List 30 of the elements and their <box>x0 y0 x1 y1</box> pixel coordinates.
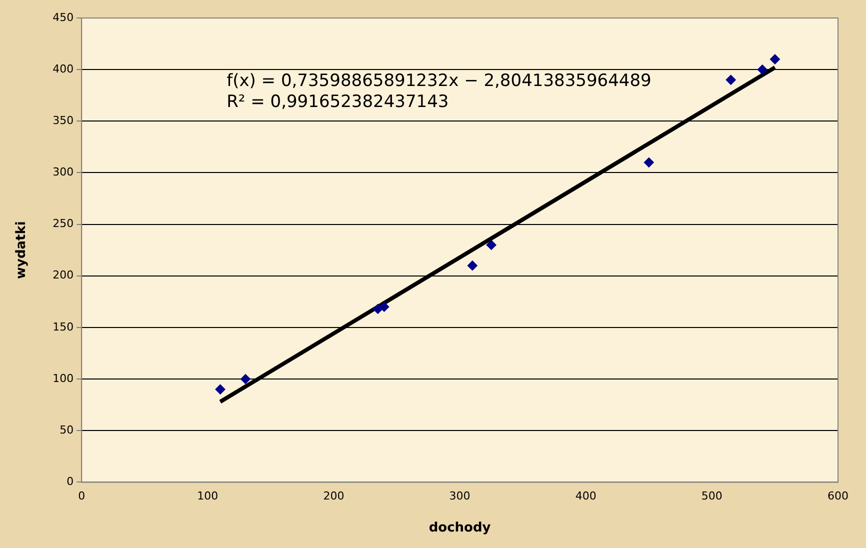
y-tick-label: 100 <box>52 372 74 385</box>
y-tick-label: 300 <box>52 166 74 179</box>
point <box>770 54 780 64</box>
x-axis-title: dochody <box>428 520 492 536</box>
point <box>486 240 496 250</box>
x-tick-label: 300 <box>449 490 470 503</box>
point <box>757 64 768 75</box>
point <box>467 260 478 271</box>
annotation: R² = 0,991652382437143 <box>226 92 449 112</box>
point <box>726 74 736 85</box>
y-tick-label: 0 <box>66 475 74 488</box>
x-tick-label: 400 <box>575 490 596 503</box>
x-tick-label: 600 <box>828 490 848 503</box>
y-tick-label: 200 <box>52 268 74 282</box>
x-tick-label: 0 <box>78 490 86 503</box>
x-tick-label: 500 <box>701 490 722 503</box>
y-tick-label: 250 <box>52 217 74 230</box>
point <box>215 384 226 394</box>
y-tick-label: 50 <box>60 423 74 436</box>
point <box>240 374 250 384</box>
point <box>644 157 654 168</box>
point <box>379 302 390 312</box>
x-tick-label: 100 <box>197 490 218 503</box>
y-axis-title: wydatki <box>14 221 30 280</box>
y-tick-label: 400 <box>52 62 74 76</box>
annotation: f(x) = 0,73598865891232x − 2,80413835964489 <box>226 70 652 91</box>
y-tick-label: 350 <box>52 114 74 128</box>
y-tick-label: 450 <box>52 10 74 24</box>
x-tick-label: 200 <box>323 490 344 503</box>
y-tick-label: 150 <box>52 320 74 334</box>
